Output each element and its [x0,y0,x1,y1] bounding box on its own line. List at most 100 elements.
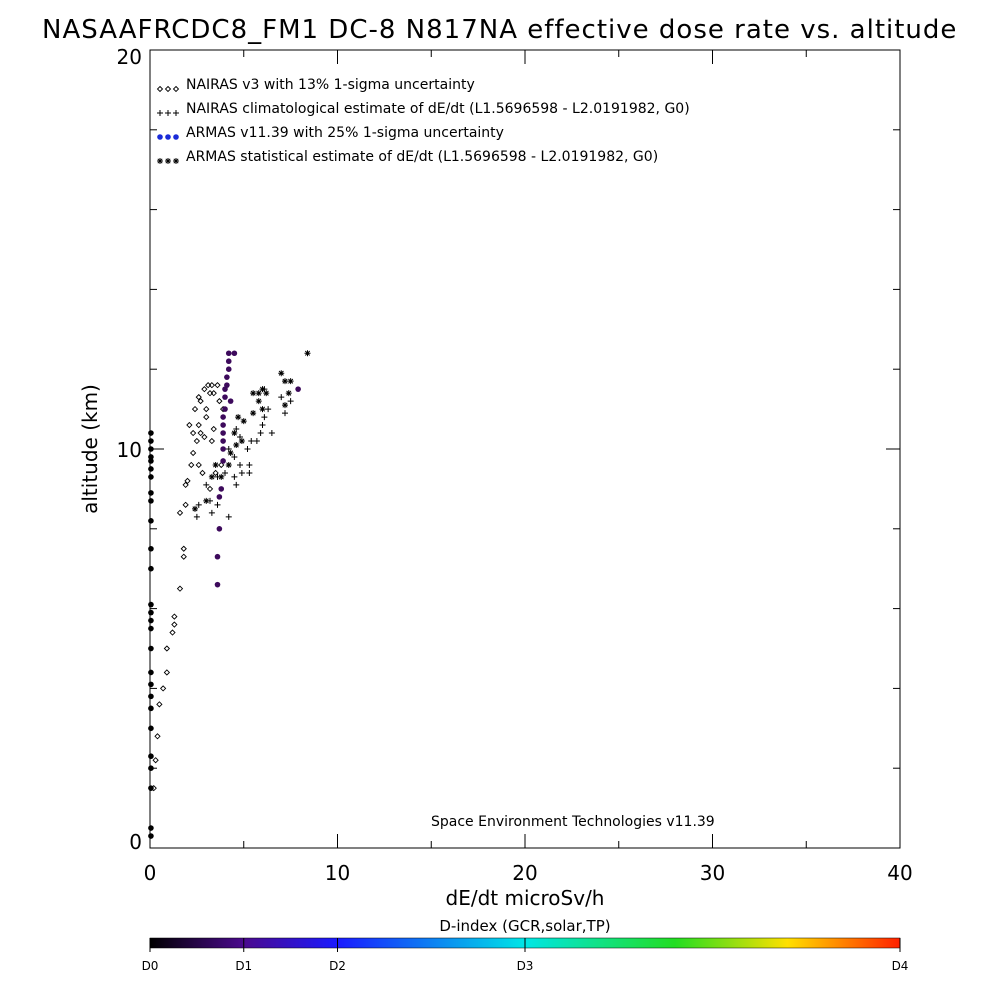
armas-point [295,386,301,392]
armas-point [225,366,232,373]
nairas-point [195,461,202,469]
nairas-point [193,437,201,445]
nairas-climatological-point [195,501,202,508]
armas-point [220,430,226,436]
nairas-climatological-point [193,513,200,520]
nairas-point [156,701,163,708]
armas-point [231,350,238,357]
armas-statistical-point [208,473,215,480]
armas-point [148,681,154,688]
nairas-point [208,382,216,389]
nairas-point [212,469,219,477]
armas-statistical-point [259,406,266,413]
armas-statistical-point [287,378,294,385]
legend-marker-armas-statistical-point [165,158,171,164]
legend-marker-nairas-climatological-point [165,110,171,116]
armas-statistical-point [203,497,210,504]
x-tick-label-40: 40 [887,861,912,885]
nairas-climatological-point [248,438,255,445]
y-axis-title: altitude (km) [78,384,102,514]
armas-point [220,458,226,464]
nairas-point [197,429,204,437]
x-tick-label-30: 30 [700,861,725,885]
nairas-climatological-point [253,438,260,445]
armas-point [148,545,154,552]
nairas-climatological-point [222,469,228,476]
armas-point [148,833,154,839]
armas-statistical-point [233,442,240,449]
armas-point [222,406,228,412]
nairas-point [216,397,223,405]
nairas-point [218,461,225,469]
armas-point [148,430,154,436]
armas-point [148,518,154,524]
armas-point [148,645,154,652]
legend-marker-armas-point [165,134,171,140]
armas-point [148,669,154,676]
nairas-point [188,461,195,469]
nairas-point [189,449,197,457]
armas-point [148,725,154,732]
nairas-climatological-point [231,453,238,460]
armas-point [224,374,230,380]
nairas-point [189,429,197,437]
armas-point [148,617,154,624]
armas-statistical-point [240,418,247,425]
nairas-climatological-point [278,394,285,401]
colorbar-title: D-index (GCR,solar,TP) [439,917,610,935]
nairas-climatological-point [246,469,253,476]
nairas-point [199,469,206,477]
armas-point [148,458,154,464]
x-tick-label-20: 20 [512,861,537,885]
plot-frame [149,49,901,849]
armas-statistical-point [227,449,234,456]
armas-statistical-point [255,390,262,397]
legend-marker-armas-statistical-point [157,158,163,164]
nairas-climatological-point [237,461,243,468]
nairas-climatological-point [268,430,275,437]
nairas-climatological-point [257,430,264,437]
nairas-point [171,613,178,620]
legend-marker-armas-statistical-point [173,158,179,164]
armas-point [220,422,226,428]
x-axis-title: dE/dt microSv/h [446,886,605,910]
nairas-point [195,393,202,401]
nairas-point [171,621,178,628]
nairas-point [176,585,184,592]
armas-point [220,414,226,420]
nairas-point [201,433,208,441]
legend-marker-nairas-climatological-point [173,110,179,116]
software-credit: Space Environment Technologies v11.39 [431,814,715,830]
armas-statistical-point [250,390,257,397]
y-tick-label-20: 20 [117,45,142,69]
y-tick-label-0: 0 [129,830,142,854]
nairas-point [214,382,221,389]
legend-entry-nairas: NAIRAS v3 with 13% 1-sigma uncertainty [186,77,475,93]
nairas-climatological-point [244,446,251,452]
nairas-point [186,421,193,429]
nairas-point [203,413,210,421]
nairas-point [203,405,210,413]
colorbar-ticks [149,938,901,952]
armas-point [225,358,232,365]
armas-point [148,490,154,496]
nairas-point [176,509,184,516]
armas-point [148,705,154,712]
armas-point [148,446,154,452]
nairas-climatological-point [225,513,232,520]
armas-point [148,785,154,791]
legend-markers [156,85,180,164]
colorbar-label-d0: D0 [142,959,159,973]
legend-marker-nairas-point [156,85,164,93]
legend-entry-armas-statistical: ARMAS statistical estimate of dE/dt (L1.… [186,149,658,165]
data-points [148,350,311,839]
armas-statistical-point [225,461,232,468]
armas-statistical-point [192,505,198,512]
nairas-point [197,397,204,405]
nairas-point [163,669,171,676]
armas-statistical-point [255,398,262,405]
x-tick-label-10: 10 [325,861,350,885]
nairas-climatological-point [208,509,215,516]
armas-point [216,526,223,532]
armas-point [222,394,228,400]
